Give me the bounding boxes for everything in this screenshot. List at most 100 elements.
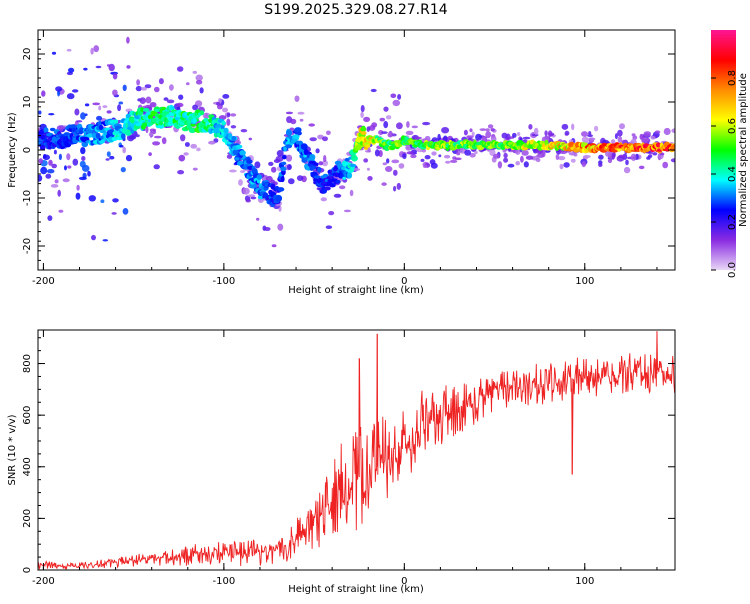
spectrogram-cell [346, 172, 353, 179]
spectrogram-cell [231, 135, 237, 142]
spectrogram-cell [199, 87, 204, 94]
spectrogram-cell [285, 144, 293, 149]
spectrogram-cell [617, 129, 623, 137]
spectrogram-cell [163, 97, 169, 101]
spectrogram-cell [271, 244, 277, 248]
spectrogram-cell [522, 136, 531, 140]
spectrogram-cell [378, 130, 384, 135]
spectrogram-cell [154, 86, 160, 93]
spectrogram-cell [611, 152, 615, 160]
spectrogram-cell [149, 102, 157, 108]
spectrogram-cell [112, 198, 119, 203]
spectrogram-cell [78, 130, 83, 135]
spectrogram-cell [360, 127, 367, 132]
spectrogram-cell [75, 192, 81, 200]
spectrogram-cell [122, 208, 129, 215]
spectrogram-cell [140, 107, 145, 113]
spectrogram-cell [192, 118, 197, 124]
spectrogram-cell [106, 151, 111, 157]
spectrogram-cell [393, 169, 398, 176]
spectrogram-cell [249, 182, 257, 189]
spectrogram-cell [474, 150, 478, 155]
spectrogram-cells [38, 36, 675, 248]
spectrogram-cell [51, 51, 57, 55]
spectrogram-cell [72, 158, 79, 166]
spectrogram-cell [397, 94, 402, 100]
x-tick-label: -100 [213, 276, 236, 287]
spectrogram-cell [109, 155, 115, 160]
spectrogram-cell [438, 154, 442, 158]
spectrogram-cell [245, 198, 251, 203]
spectrogram-cell [113, 119, 119, 124]
x-tick-label: -200 [32, 276, 55, 287]
spectrogram-cell [366, 167, 370, 171]
spectrogram-cell [581, 131, 588, 137]
spectrogram-cell [158, 78, 164, 85]
spectrogram-cell [445, 160, 451, 164]
spectrogram-cell [555, 154, 560, 160]
spectrogram-cell [431, 151, 437, 156]
spectrogram-cell [93, 45, 99, 53]
spectrogram-cell [125, 130, 132, 136]
spectrogram-cell [570, 158, 576, 163]
x-tick-label: 100 [575, 576, 594, 587]
spectrogram-cell [296, 175, 304, 182]
spectrogram-cell [607, 158, 613, 164]
spectrogram-cell [324, 186, 331, 191]
spectrogram-cell [166, 99, 175, 104]
spectrogram-cell [641, 137, 650, 143]
spectrogram-cell [102, 239, 109, 242]
spectrogram-cell [152, 141, 161, 146]
spectrogram-cell [242, 187, 250, 195]
spectrogram-cell [98, 105, 102, 111]
spectrogram-cell [139, 97, 146, 104]
spectrogram-cell [118, 101, 124, 105]
spectrogram-cell [257, 194, 264, 200]
spectrogram-cell [158, 120, 163, 126]
spectrogram-cell [234, 157, 240, 161]
spectrogram-cell [598, 154, 604, 160]
spectrogram-cell [544, 130, 548, 136]
spectrogram-cell [238, 179, 243, 186]
y-tick-label: -20 [22, 238, 33, 254]
spectrogram-cell [463, 129, 468, 136]
spectrogram-cell [170, 105, 175, 110]
spectrogram-cell [141, 122, 149, 127]
spectrogram-cell [387, 132, 393, 138]
spectrogram-cell [248, 137, 252, 141]
spectrogram-cell [616, 155, 625, 162]
spectrogram-cell [190, 123, 196, 127]
spectrogram-cell [179, 121, 186, 126]
spectrogram-cell [281, 161, 287, 166]
spectrogram-cell [587, 134, 593, 138]
spectrogram-cell [86, 133, 94, 138]
y-tick-label: 600 [22, 406, 33, 425]
spectrogram-cell [256, 174, 262, 180]
spectrogram-cell [256, 217, 260, 221]
spectrogram-cell [240, 129, 248, 133]
spectrogram-cell [297, 111, 305, 115]
spectrogram-cell [285, 129, 293, 136]
spectrogram-cell [95, 65, 102, 69]
spectrogram-cell [367, 176, 373, 181]
spectrogram-cell [406, 121, 410, 128]
spectrogram-cell [183, 152, 189, 156]
spectrogram-cell [108, 63, 115, 72]
spectrogram-cell [74, 108, 80, 116]
spectrogram-cell [381, 131, 388, 135]
spectrogram-cell [80, 147, 86, 155]
spectrogram-cell [285, 111, 293, 115]
spectrogram-cell [351, 154, 357, 158]
spectrogram-cell [226, 154, 233, 159]
spectrogram-cell [178, 94, 184, 100]
spectrogram-cell [396, 122, 403, 130]
spectrogram-cell [588, 131, 592, 136]
spectrogram-cell [349, 189, 354, 197]
spectrogram-cell [125, 113, 131, 119]
spectrogram-cell [423, 164, 428, 168]
spectrogram-cell [72, 89, 79, 93]
spectrogram-cell [48, 113, 55, 116]
